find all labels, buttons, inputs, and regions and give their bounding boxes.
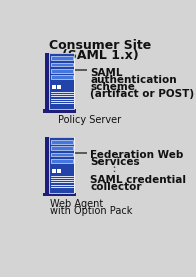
Text: (artifact or POST): (artifact or POST) [90, 89, 194, 99]
Bar [51, 153, 73, 157]
Text: Policy Server: Policy Server [58, 115, 121, 125]
Bar [57, 85, 61, 89]
Text: with Option Pack: with Option Pack [50, 206, 132, 216]
Text: Consumer Site: Consumer Site [49, 39, 152, 52]
Bar [51, 147, 73, 150]
Text: Services: Services [90, 157, 140, 167]
Bar [49, 137, 74, 193]
Bar [49, 137, 74, 193]
Bar [45, 53, 49, 109]
Text: Federation Web: Federation Web [90, 150, 184, 160]
Bar [51, 63, 73, 66]
Bar [45, 137, 49, 193]
Bar [49, 53, 74, 109]
Text: (SAML 1.x): (SAML 1.x) [62, 49, 139, 62]
Bar [57, 169, 61, 173]
Text: scheme: scheme [90, 82, 135, 92]
Text: authentication: authentication [90, 75, 177, 85]
Bar [43, 109, 76, 112]
Bar [52, 85, 55, 89]
Text: SAML: SAML [90, 68, 123, 78]
Bar [49, 53, 74, 109]
Bar [51, 140, 73, 144]
Bar [51, 75, 73, 79]
Bar [43, 193, 76, 196]
Text: Web Agent: Web Agent [50, 199, 103, 209]
Bar [51, 159, 73, 163]
Bar [52, 169, 55, 173]
Text: SAML credential: SAML credential [90, 175, 186, 185]
Text: collector: collector [90, 182, 142, 192]
Bar [51, 69, 73, 73]
Bar [51, 56, 73, 60]
